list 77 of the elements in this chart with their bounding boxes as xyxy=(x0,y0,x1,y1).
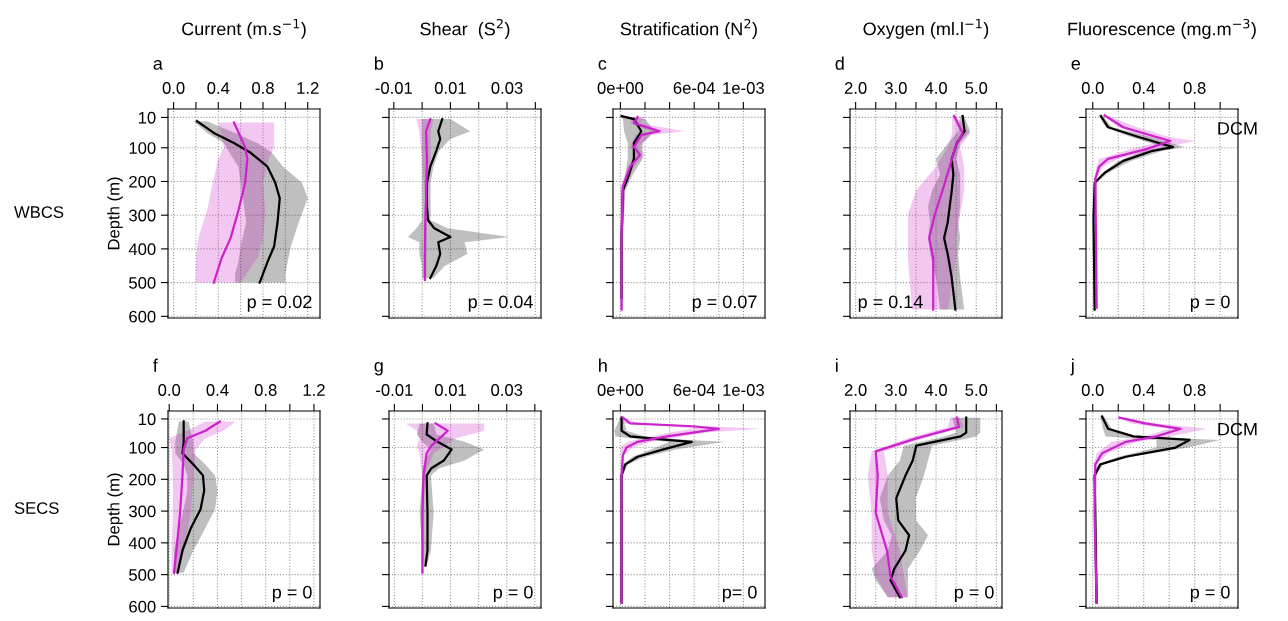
chart-subtitle: c xyxy=(598,59,607,70)
y-axis-title: Depth (m) xyxy=(107,473,123,546)
y-axis-title: Depth (m) xyxy=(107,177,123,250)
chart-subtitle: j xyxy=(1070,358,1074,376)
x-tick-label: 2.0 xyxy=(844,82,867,94)
x-tick-label: 0.0 xyxy=(162,82,185,94)
annotation: p = 0 xyxy=(1190,585,1230,603)
annotation: p = 0.14 xyxy=(858,295,923,312)
chart-subtitle: e xyxy=(1071,59,1081,70)
annotation: p = 0 xyxy=(272,585,312,603)
chart-subtitle: i xyxy=(836,358,838,372)
chart-subtitle: g xyxy=(374,361,383,376)
y-tick-label: 300 xyxy=(129,209,156,222)
x-tick-label: 0.8 xyxy=(1183,82,1206,94)
y-tick-label: 200 xyxy=(129,175,156,188)
x-tick-label: 1e-03 xyxy=(723,384,764,396)
y-tick-label: 10 xyxy=(138,413,156,426)
x-tick-label: 2.0 xyxy=(844,384,867,396)
x-tick-label: 0.8 xyxy=(1183,384,1206,396)
annotation: p= 0 xyxy=(722,585,757,603)
chart-title: Stratification (N$^{2}$) xyxy=(620,18,757,39)
y-tick-label: 400 xyxy=(128,243,156,256)
x-tick-label: 0.4 xyxy=(207,82,230,94)
annotation: p = 0 xyxy=(954,585,994,603)
x-tick-label: 0.8 xyxy=(252,82,274,94)
x-tick-label: 3.0 xyxy=(884,82,907,94)
x-tick-label: 0.01 xyxy=(434,384,466,396)
chart-subtitle: d xyxy=(835,56,844,70)
x-tick-label: 4.0 xyxy=(924,384,947,396)
x-tick-label: 3.0 xyxy=(884,384,907,396)
annotation: p = 0 xyxy=(493,585,533,603)
x-tick-label: 0.4 xyxy=(206,384,229,396)
chart-title: Oxygen (ml.l$^{−1}$) xyxy=(863,18,989,39)
chart-subtitle: h xyxy=(599,358,607,372)
x-tick-label: -0.01 xyxy=(375,82,412,94)
x-tick-label: 4.0 xyxy=(924,82,947,94)
x-tick-label: 0.4 xyxy=(1132,384,1155,396)
x-tick-label: 5.0 xyxy=(965,384,988,396)
y-tick-label: 10 xyxy=(138,111,156,124)
annotation: p = 0.04 xyxy=(468,295,533,312)
annotation: p = 0.02 xyxy=(247,295,312,312)
x-tick-label: 1e-03 xyxy=(723,82,764,94)
x-tick-label: 0.0 xyxy=(1081,384,1104,396)
x-tick-label: 6e-04 xyxy=(673,384,715,396)
annotation: p = 0 xyxy=(1190,295,1230,312)
annotation: p = 0.07 xyxy=(692,295,757,312)
x-tick-label: 1.2 xyxy=(303,384,325,396)
x-tick-label: 0.8 xyxy=(254,384,277,396)
chart-title: Fluorescence (mg.m$^{−3}$) xyxy=(1068,18,1256,39)
x-tick-label: 0e+00 xyxy=(597,82,644,94)
x-tick-label: -0.01 xyxy=(376,384,413,396)
text: WBCS xyxy=(14,206,64,218)
y-tick-label: 300 xyxy=(129,505,156,518)
x-tick-label: 0e+00 xyxy=(597,384,644,396)
y-tick-label: 500 xyxy=(129,277,156,289)
y-tick-label: 400 xyxy=(128,537,156,550)
x-tick-label: 5.0 xyxy=(965,82,988,94)
x-tick-label: 0.4 xyxy=(1132,82,1155,94)
y-tick-label: 500 xyxy=(129,569,156,581)
chart-subtitle: f xyxy=(153,358,158,372)
y-tick-label: 600 xyxy=(129,310,156,323)
x-tick-label: 0.03 xyxy=(491,82,523,94)
y-tick-label: 100 xyxy=(129,142,156,154)
chart-subtitle: a xyxy=(153,59,163,70)
x-tick-label: 6e-04 xyxy=(673,82,715,94)
text: SECS xyxy=(14,502,59,514)
y-tick-label: 100 xyxy=(129,441,156,454)
x-tick-label: 0.01 xyxy=(434,82,466,94)
chart-subtitle: b xyxy=(374,56,384,70)
chart-title: Current (m.s$^{−1}$) xyxy=(182,18,306,39)
x-tick-label: 0.0 xyxy=(158,384,181,396)
y-tick-label: 600 xyxy=(129,600,156,613)
y-tick-label: 200 xyxy=(129,473,156,486)
chart-title: Shear (S$^{2}$) xyxy=(420,18,510,39)
x-tick-label: 0.03 xyxy=(491,384,523,396)
x-tick-label: 0.0 xyxy=(1081,82,1104,94)
x-tick-label: 1.2 xyxy=(297,82,319,94)
